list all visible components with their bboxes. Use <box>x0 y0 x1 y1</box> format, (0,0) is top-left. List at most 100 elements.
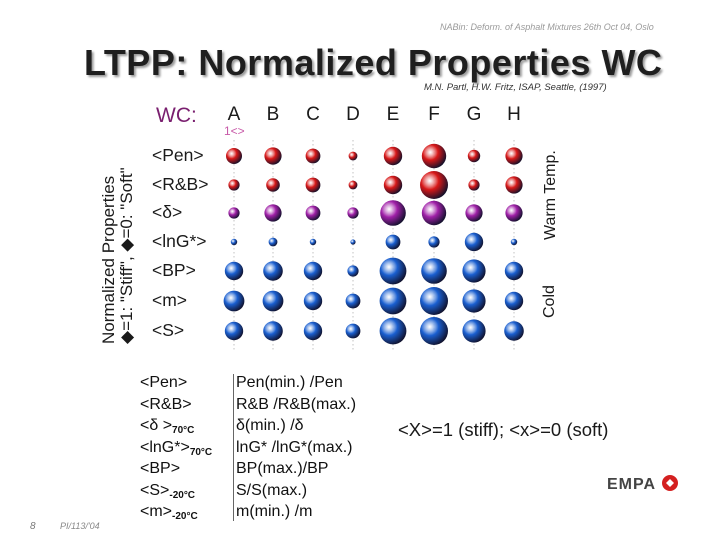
legend-value-1: R&B /R&B(max.) <box>236 395 357 413</box>
legend-key-temp: 70°C <box>189 446 213 458</box>
conference-header: NABin: Deform. of Asphalt Mixtures 26th … <box>440 22 654 32</box>
bubble-5-c <box>303 291 323 311</box>
row-label-0: <Pen> <box>152 145 204 165</box>
legend-key-text: <Pen> <box>140 374 188 391</box>
row-label-4: <BP> <box>152 260 196 280</box>
bubble-0-b <box>264 147 282 165</box>
legend-key-text: <R&B> <box>140 395 192 413</box>
bubble-2-h <box>505 204 523 222</box>
bubble-5-a <box>223 290 245 312</box>
row-label-5: <m> <box>152 290 188 310</box>
bubble-4-b <box>263 261 283 281</box>
row-label-2: <δ> <box>152 202 183 222</box>
wc-label: WC: <box>156 104 197 127</box>
legend-key-text: <m> <box>140 503 173 520</box>
bubble-4-d <box>347 265 359 277</box>
legend-key-temp: -20°C <box>172 511 198 522</box>
legend-value-3: lnG* /lnG*(max.) <box>236 438 353 456</box>
column-label-e: E <box>386 104 400 125</box>
bubble-3-b <box>268 237 278 247</box>
legend-value-6: m(min.) /m <box>236 503 313 520</box>
bubble-0-f <box>421 143 447 169</box>
bubble-6-a <box>224 321 244 341</box>
bubble-3-g <box>464 232 484 252</box>
legend-value-5: S/S(max.) <box>236 481 308 499</box>
legend-value-0: Pen(min.) /Pen <box>236 374 343 391</box>
legend-key-text: <S> <box>140 481 170 499</box>
bubble-3-a <box>230 238 238 246</box>
legend-values: Pen(min.) /Pen R&B /R&B(max.) δ(min.) /δ ln… <box>236 372 356 523</box>
bubble-4-c <box>303 261 323 281</box>
bubble-6-b <box>263 321 283 341</box>
slide-title: LTPP: Normalized Properties WC <box>84 42 663 83</box>
bubble-1-f <box>420 171 448 199</box>
legend-key-4: <BP> <box>140 458 212 480</box>
bubble-5-d <box>345 293 361 309</box>
row-label-6: <S> <box>152 320 185 340</box>
column-label-c: C <box>306 104 320 125</box>
legend-key-temp: 70°C <box>172 425 195 436</box>
bubble-4-a <box>224 261 244 281</box>
legend-key-text: <lnG*> <box>140 438 190 456</box>
legend-key-6: <m>-20°C <box>140 501 212 523</box>
legend-key-0: <Pen> <box>140 372 212 394</box>
legend-keys: <Pen> <R&B> <δ >70°C <lnG*>70°C <BP> <S>-20°C… <box>140 372 212 523</box>
legend-value-4: BP(max.)/BP <box>236 460 329 477</box>
bubble-3-d <box>350 239 356 245</box>
bubble-2-e <box>380 200 406 226</box>
bubble-5-e <box>379 287 407 315</box>
legend-value-2: δ(min.) /δ <box>236 417 304 434</box>
legend-key-temp: -20°C <box>169 489 196 501</box>
bubble-4-h <box>504 261 524 281</box>
reference-citation: M.N. Partl, H.W. Fritz, ISAP, Seattle, (… <box>424 82 607 93</box>
bubble-6-e <box>379 317 407 345</box>
bubble-4-g <box>462 259 486 283</box>
empa-logo: EMPA <box>607 474 679 494</box>
bubble-0-d <box>348 151 358 161</box>
bubble-5-g <box>462 289 486 313</box>
stiffness-formula: <X>=1 (stiff); <x>=0 (soft) <box>398 419 609 440</box>
footer-date: PI/113/'04 <box>60 521 100 531</box>
legend-divider <box>233 374 234 521</box>
legend-key-1: <R&B> <box>140 394 212 416</box>
bubble-1-g <box>468 179 480 191</box>
bubble-4-e <box>379 257 407 285</box>
column-label-g: G <box>466 104 482 125</box>
bubble-3-e <box>385 234 401 250</box>
bubble-0-c <box>305 148 321 164</box>
bubble-2-a <box>228 207 240 219</box>
bubble-5-f <box>420 287 448 315</box>
bubble-0-a <box>226 148 242 164</box>
empa-logo-icon <box>661 475 678 491</box>
bubble-6-c <box>303 321 323 341</box>
column-label-a: A <box>227 104 241 125</box>
bubble-6-g <box>462 319 486 343</box>
column-label-h: H <box>507 104 521 125</box>
bubble-1-d <box>348 180 358 190</box>
legend-key-2: <δ >70°C <box>140 415 212 437</box>
bubble-0-g <box>467 149 481 163</box>
bubble-2-b <box>264 204 282 222</box>
page-number: 8 <box>30 521 36 532</box>
legend-key-text: <BP> <box>140 460 181 477</box>
bubble-1-a <box>228 179 240 191</box>
row-label-1: <R&B> <box>152 174 209 194</box>
wc-tag: 1<> <box>224 124 245 138</box>
bubble-6-h <box>504 321 524 341</box>
column-label-d: D <box>346 104 360 125</box>
bubble-3-h <box>510 238 518 246</box>
bubble-1-e <box>383 175 403 195</box>
column-label-b: B <box>266 104 280 125</box>
column-label-f: F <box>428 104 440 125</box>
bubble-5-h <box>504 291 524 311</box>
bubble-1-b <box>266 178 280 192</box>
bubble-2-c <box>305 205 321 221</box>
bubble-0-e <box>383 146 403 166</box>
bubble-5-b <box>262 290 284 312</box>
bubble-6-f <box>420 317 448 345</box>
bubble-0-h <box>505 147 523 165</box>
bubble-1-h <box>505 176 523 194</box>
bubble-1-c <box>305 177 321 193</box>
empa-logo-text: EMPA <box>607 476 656 493</box>
